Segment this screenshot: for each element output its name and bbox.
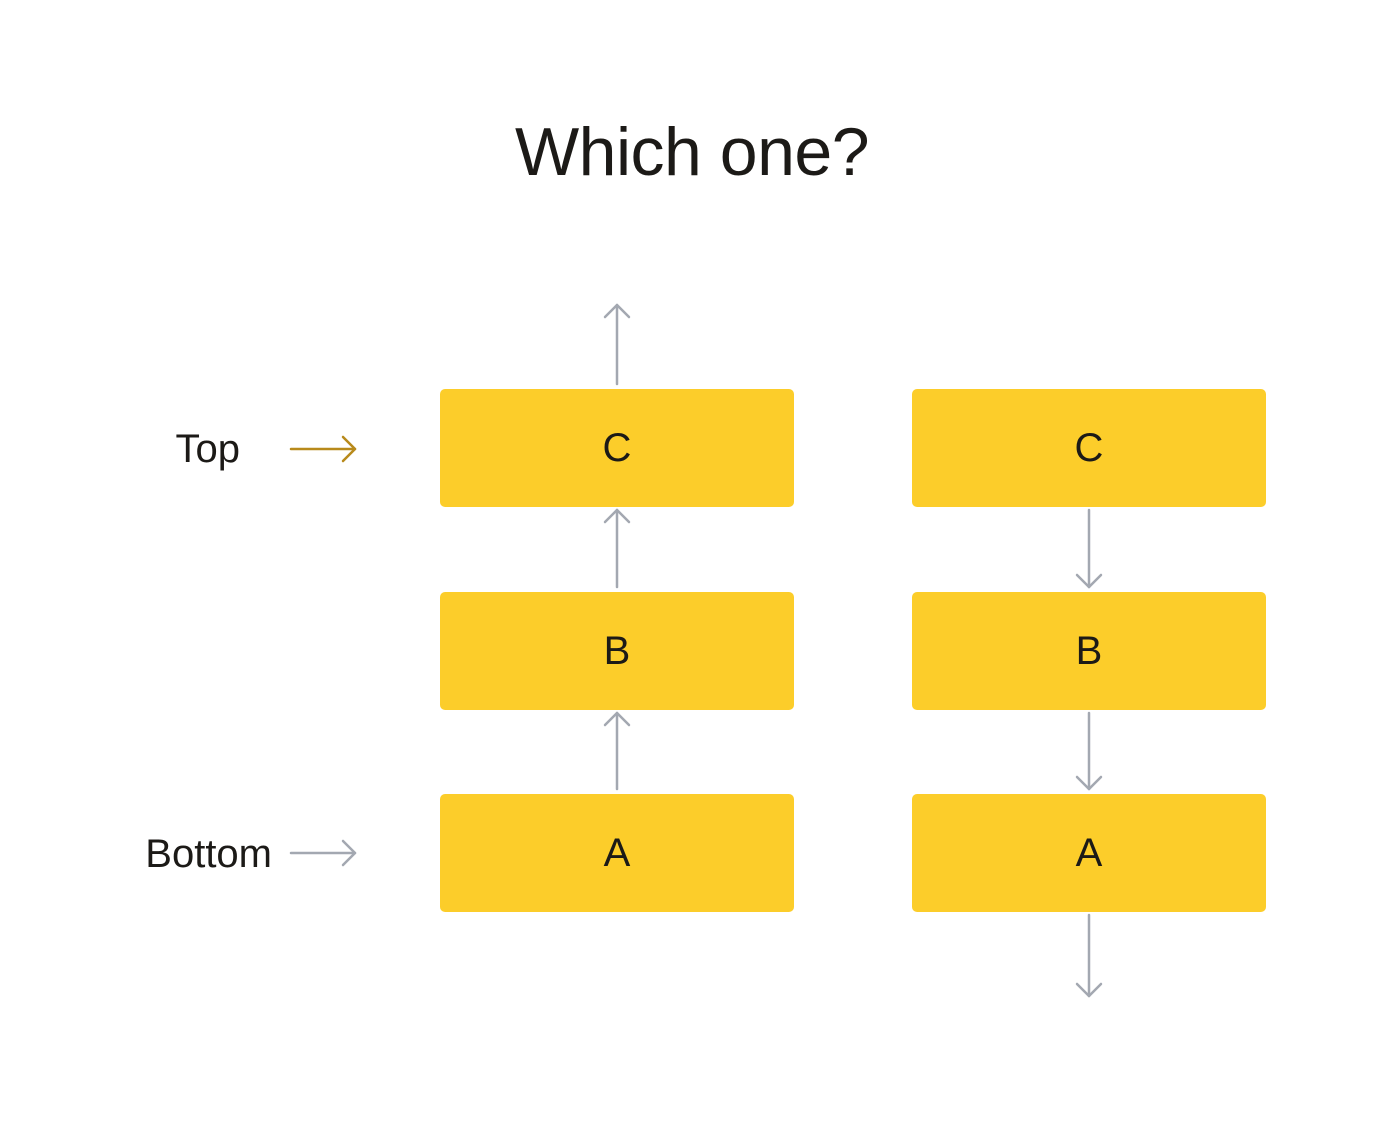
left-arrow-b-to-c <box>603 508 631 589</box>
right-arrow-c-to-b <box>1075 508 1103 589</box>
right-box-c: C <box>912 389 1266 507</box>
left-arrow-a-to-b <box>603 711 631 791</box>
left-box-a: A <box>440 794 794 912</box>
right-arrow-b-to-a <box>1075 711 1103 791</box>
right-box-a: A <box>912 794 1266 912</box>
left-box-c: C <box>440 389 794 507</box>
bottom-label: Bottom <box>145 832 272 876</box>
left-box-b: B <box>440 592 794 710</box>
top-label: Top <box>175 427 241 471</box>
left-arrow-above-c <box>603 303 631 386</box>
right-box-b: B <box>912 592 1266 710</box>
top-pointer-arrow <box>289 435 357 463</box>
right-arrow-below-a <box>1075 913 1103 998</box>
diagram-title: Which one? <box>514 114 870 190</box>
bottom-pointer-arrow <box>289 839 357 867</box>
